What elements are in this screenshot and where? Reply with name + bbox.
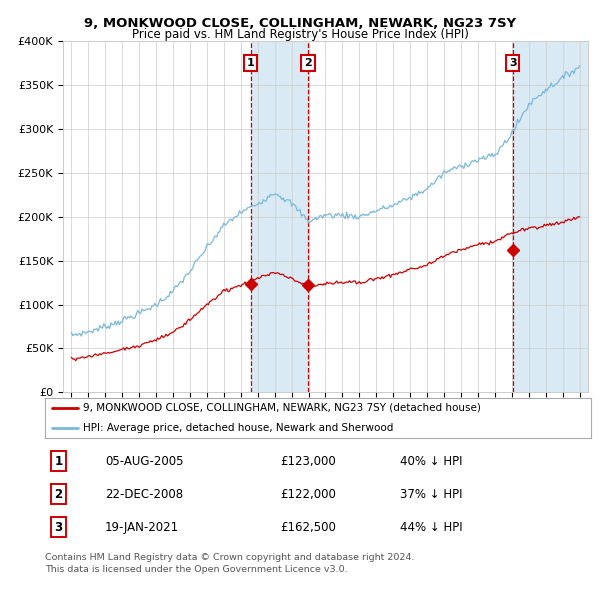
Text: 05-AUG-2005: 05-AUG-2005 bbox=[105, 454, 184, 468]
Text: 2: 2 bbox=[304, 58, 312, 68]
Text: £123,000: £123,000 bbox=[280, 454, 335, 468]
Text: 3: 3 bbox=[55, 520, 63, 534]
Text: £122,000: £122,000 bbox=[280, 487, 335, 501]
Text: Price paid vs. HM Land Registry's House Price Index (HPI): Price paid vs. HM Land Registry's House … bbox=[131, 28, 469, 41]
Text: 44% ↓ HPI: 44% ↓ HPI bbox=[400, 520, 463, 534]
Text: 3: 3 bbox=[509, 58, 517, 68]
Text: 37% ↓ HPI: 37% ↓ HPI bbox=[400, 487, 463, 501]
Text: Contains HM Land Registry data © Crown copyright and database right 2024.: Contains HM Land Registry data © Crown c… bbox=[45, 553, 415, 562]
Text: 2: 2 bbox=[55, 487, 63, 501]
Text: 9, MONKWOOD CLOSE, COLLINGHAM, NEWARK, NG23 7SY (detached house): 9, MONKWOOD CLOSE, COLLINGHAM, NEWARK, N… bbox=[83, 403, 481, 412]
Text: This data is licensed under the Open Government Licence v3.0.: This data is licensed under the Open Gov… bbox=[45, 565, 347, 573]
Text: 19-JAN-2021: 19-JAN-2021 bbox=[105, 520, 179, 534]
Text: 1: 1 bbox=[247, 58, 254, 68]
Bar bbox=[251, 41, 308, 392]
Text: 22-DEC-2008: 22-DEC-2008 bbox=[105, 487, 183, 501]
Text: £162,500: £162,500 bbox=[280, 520, 335, 534]
Text: HPI: Average price, detached house, Newark and Sherwood: HPI: Average price, detached house, Newa… bbox=[83, 423, 394, 432]
Text: 1: 1 bbox=[55, 454, 63, 468]
Bar bbox=[512, 41, 588, 392]
Text: 40% ↓ HPI: 40% ↓ HPI bbox=[400, 454, 463, 468]
Text: 9, MONKWOOD CLOSE, COLLINGHAM, NEWARK, NG23 7SY: 9, MONKWOOD CLOSE, COLLINGHAM, NEWARK, N… bbox=[84, 17, 516, 30]
